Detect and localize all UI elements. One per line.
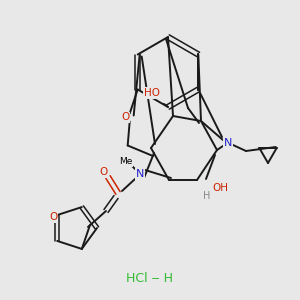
Text: O: O: [122, 112, 130, 122]
Text: Me: Me: [119, 158, 133, 166]
Text: HO: HO: [144, 88, 160, 98]
Text: OH: OH: [212, 183, 228, 193]
Text: O: O: [99, 167, 107, 177]
Text: N: N: [136, 169, 144, 179]
Text: HCl ‒ H: HCl ‒ H: [127, 272, 173, 284]
Text: O: O: [49, 212, 57, 222]
Text: H: H: [203, 191, 211, 201]
Text: N: N: [224, 138, 232, 148]
